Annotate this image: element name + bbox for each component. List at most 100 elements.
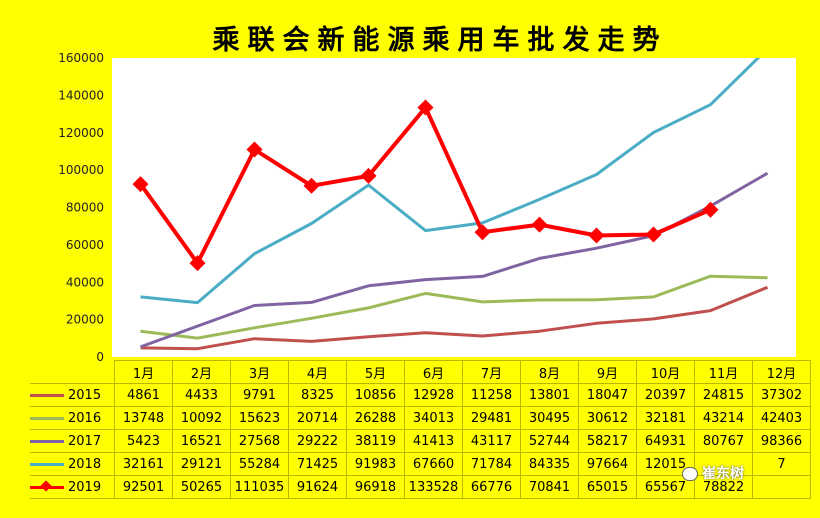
table-cell: 5423 xyxy=(114,429,173,453)
series-point-2019 xyxy=(474,224,491,241)
table-cell: 78822 xyxy=(694,475,753,499)
table-cell: 12015 xyxy=(636,452,695,476)
y-tick-label: 140000 xyxy=(58,88,104,102)
table-cell: 41413 xyxy=(404,429,463,453)
legend-marker xyxy=(40,479,52,492)
table-cell: 13748 xyxy=(114,406,173,430)
legend-label: 2019 xyxy=(68,479,102,495)
series-line-2016 xyxy=(140,274,768,340)
table-cell: 20397 xyxy=(636,383,695,407)
y-tick-label: 0 xyxy=(96,350,104,364)
category-label: 5月 xyxy=(346,360,405,384)
data-table: 1月 2月 3月 4月 5月 6月 7月 8月 9月 10月 11月 12月 2015 4861 4433 9… xyxy=(30,360,811,499)
table-cell: 70841 xyxy=(520,475,579,499)
table-cell: 32181 xyxy=(636,406,695,430)
table-cell: 29481 xyxy=(462,406,521,430)
table-cell: 30612 xyxy=(578,406,637,430)
table-row: 2016 13748 10092 15623 20714 26288 34013 29481 3… xyxy=(30,406,811,430)
wechat-icon xyxy=(682,467,698,481)
y-tick-label: 80000 xyxy=(66,201,104,215)
table-cell: 42403 xyxy=(752,406,811,430)
table-cell: 29222 xyxy=(288,429,347,453)
legend-entry: 2016 xyxy=(30,406,115,430)
table-cell: 11258 xyxy=(462,383,521,407)
chart-title: 乘联会新能源乘用车批发走势 xyxy=(212,25,668,56)
table-cell: 7 xyxy=(752,452,811,476)
category-label: 7月 xyxy=(462,360,521,384)
table-cell: 111035 xyxy=(230,475,289,499)
legend-label: 2016 xyxy=(68,410,102,426)
table-cell: 43117 xyxy=(462,429,521,453)
table-cell: 26288 xyxy=(346,406,405,430)
table-cell: 18047 xyxy=(578,383,637,407)
table-cell: 71425 xyxy=(288,452,347,476)
table-row: 2017 5423 16521 27568 29222 38119 41413 43117 52… xyxy=(30,429,811,453)
legend-entry: 2017 xyxy=(30,429,115,453)
series-line-2018 xyxy=(140,58,761,305)
table-cell: 8325 xyxy=(288,383,347,407)
legend-swatch xyxy=(30,462,64,466)
table-cell: 29121 xyxy=(172,452,231,476)
category-label: 11月 xyxy=(694,360,753,384)
table-cell: 91983 xyxy=(346,452,405,476)
table-cell: 15623 xyxy=(230,406,289,430)
table-cell xyxy=(752,475,811,499)
watermark-text: 崔东树 xyxy=(702,466,744,482)
table-cell: 37302 xyxy=(752,383,811,407)
table-cell: 80767 xyxy=(694,429,753,453)
series-point-2019 xyxy=(417,99,434,116)
legend-swatch xyxy=(30,416,64,420)
table-row: 2019 92501 50265 111035 91624 96918 133528 6677… xyxy=(30,475,811,499)
legend-entry: 2018 xyxy=(30,452,115,476)
legend-swatch xyxy=(30,439,64,443)
table-cell: 32161 xyxy=(114,452,173,476)
category-label: 4月 xyxy=(288,360,347,384)
legend-entry: 2019 xyxy=(30,475,115,499)
table-cell: 98366 xyxy=(752,429,811,453)
table-header-row: 1月 2月 3月 4月 5月 6月 7月 8月 9月 10月 11月 12月 xyxy=(30,360,811,384)
category-label: 12月 xyxy=(752,360,811,384)
series-point-2019 xyxy=(702,201,719,218)
series-point-2019 xyxy=(303,177,320,194)
table-cell: 91624 xyxy=(288,475,347,499)
table-cell: 24815 xyxy=(694,383,753,407)
table-cell: 65015 xyxy=(578,475,637,499)
legend-swatch xyxy=(30,393,64,397)
series-point-2019 xyxy=(531,216,548,233)
table-cell: 16521 xyxy=(172,429,231,453)
series-point-2019 xyxy=(132,176,149,193)
watermark: 崔东树 xyxy=(682,463,792,487)
category-label: 8月 xyxy=(520,360,579,384)
category-label: 3月 xyxy=(230,360,289,384)
legend-label: 2018 xyxy=(68,456,102,472)
table-cell: 97664 xyxy=(578,452,637,476)
table-cell: 13801 xyxy=(520,383,579,407)
table-cell: 27568 xyxy=(230,429,289,453)
table-cell: 65567 xyxy=(636,475,695,499)
series-point-2019 xyxy=(360,167,377,184)
table-cell: 50265 xyxy=(172,475,231,499)
table-cell: 64931 xyxy=(636,429,695,453)
table-cell: 38119 xyxy=(346,429,405,453)
legend-entry: 2015 xyxy=(30,383,115,407)
category-label: 6月 xyxy=(404,360,463,384)
series-point-2019 xyxy=(588,227,605,244)
table-corner xyxy=(30,361,115,384)
table-cell: 12928 xyxy=(404,383,463,407)
table-cell: 133528 xyxy=(404,475,463,499)
y-tick-label: 100000 xyxy=(58,163,104,177)
y-tick-label: 120000 xyxy=(58,126,104,140)
y-tick-label: 60000 xyxy=(66,238,104,252)
y-tick-label: 40000 xyxy=(66,275,104,289)
table-cell: 34013 xyxy=(404,406,463,430)
table-cell: 55284 xyxy=(230,452,289,476)
series-line-2015 xyxy=(140,285,769,351)
table-cell: 67660 xyxy=(404,452,463,476)
table-cell: 84335 xyxy=(520,452,579,476)
category-label: 2月 xyxy=(172,360,231,384)
table-cell: 66776 xyxy=(462,475,521,499)
table-cell: 58217 xyxy=(578,429,637,453)
legend-label: 2015 xyxy=(68,387,102,403)
